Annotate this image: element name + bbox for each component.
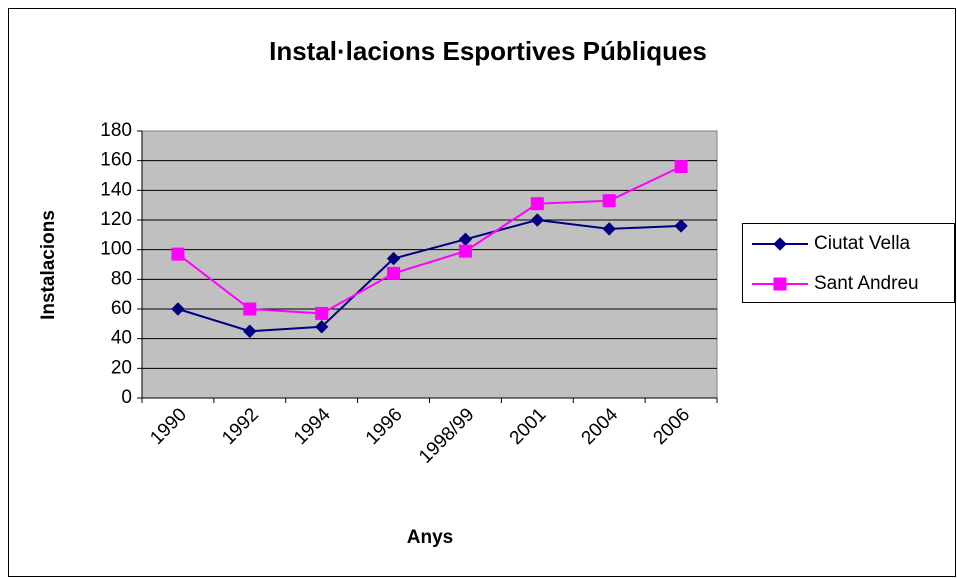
y-tick-label: 40 — [111, 328, 132, 349]
y-tick-label: 100 — [100, 239, 132, 260]
y-axis-label: Instalacions — [38, 210, 59, 320]
chart-title: Instal·lacions Esportives Públiques — [269, 36, 707, 66]
legend-label: Ciutat Vella — [814, 233, 911, 254]
marker — [530, 197, 544, 211]
series-line — [177, 218, 682, 333]
marker — [171, 302, 185, 316]
y-tick-label: 80 — [111, 268, 132, 289]
legend-marker — [773, 277, 787, 291]
marker — [171, 247, 185, 261]
y-tick-label: 0 — [121, 387, 132, 408]
y-tick-label: 180 — [100, 120, 132, 141]
marker — [315, 306, 329, 320]
x-axis-label: Anys — [407, 527, 453, 548]
marker — [530, 213, 545, 227]
marker — [602, 194, 616, 208]
plot-area — [141, 130, 718, 399]
y-tick-label: 120 — [100, 209, 132, 230]
series-line — [177, 165, 682, 315]
y-tick-label: 60 — [111, 298, 132, 319]
y-tick-label: 140 — [100, 179, 132, 200]
marker — [243, 324, 257, 338]
marker — [674, 219, 688, 233]
marker — [458, 244, 472, 258]
legend-label: Sant Andreu — [814, 273, 919, 294]
marker — [386, 251, 401, 266]
legend-marker — [773, 237, 787, 251]
marker — [387, 266, 401, 280]
y-tick-label: 160 — [100, 150, 132, 171]
marker — [674, 160, 688, 174]
marker — [314, 320, 329, 334]
marker — [243, 302, 257, 316]
marker — [602, 222, 616, 236]
y-tick-label: 20 — [111, 357, 132, 378]
